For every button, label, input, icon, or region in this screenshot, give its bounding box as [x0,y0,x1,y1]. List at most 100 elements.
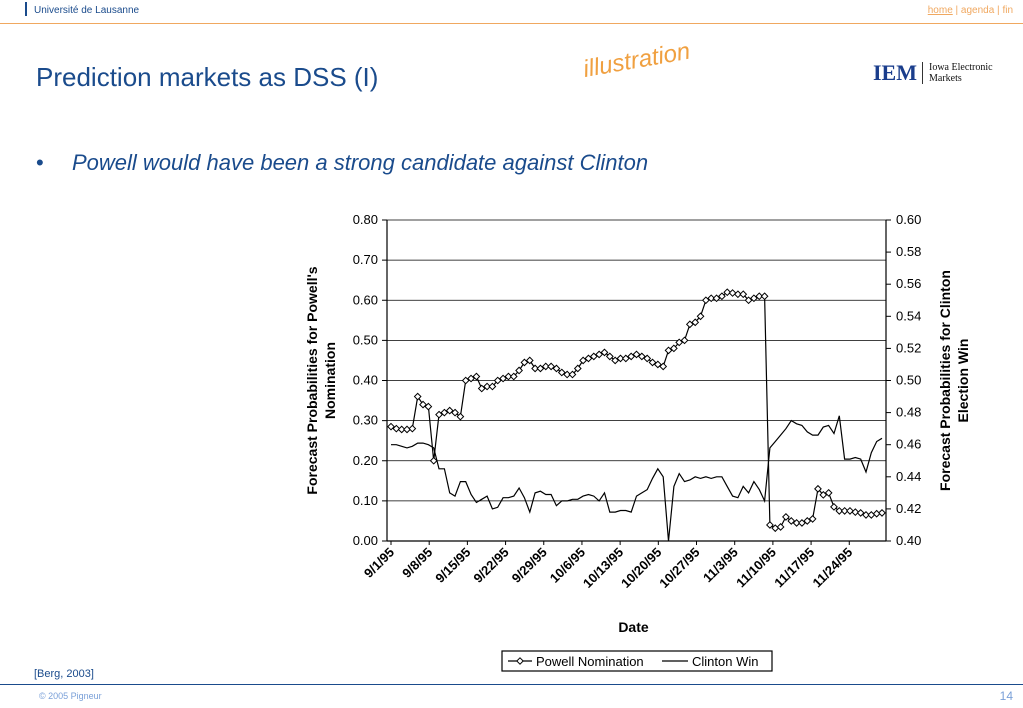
institution-name: Université de Lausanne [34,5,140,16]
data-point [728,289,737,297]
slide-title: Prediction markets as DSS (I) [36,62,379,92]
left-tick-label: 0.50 [353,332,378,347]
data-point [691,318,700,327]
left-tick-label: 0.20 [353,453,378,468]
data-point [509,372,518,381]
legend-label-clinton: Clinton Win [692,654,758,669]
x-tick-label: 11/10/95 [733,545,779,591]
data-point [760,292,769,301]
legend-marker-powell [516,657,524,665]
nav-home-link[interactable]: home [927,5,953,16]
data-point [547,362,556,371]
data-point [397,425,406,434]
right-tick-label: 0.42 [896,501,921,516]
left-tick-label: 0.60 [353,292,378,307]
left-tick-label: 0.40 [353,373,378,388]
right-tick-label: 0.44 [896,469,921,484]
logo-mark: IEM [873,60,917,85]
powell-nomination-line [390,291,883,529]
left-tick-label: 0.00 [353,533,378,548]
line-chart: 0.00 0.10 0.20 0.30 0.40 0.50 0.60 0.70 0.80 0.40… [304,212,971,672]
logo-line-2: Markets [929,73,962,84]
data-point [520,358,529,367]
data-point [627,352,636,361]
data-point [739,290,748,299]
data-point [621,354,630,363]
data-point [685,320,694,329]
legend-box [501,650,773,672]
data-point [467,374,475,383]
data-point [573,364,582,373]
data-point [840,506,849,515]
left-tick-label: 0.30 [353,413,378,428]
left-axis-title: Forecast Probabilities for Powell's [304,266,320,494]
right-tick-label: 0.50 [896,373,921,388]
left-tick-label: 0.10 [353,493,378,508]
data-point [862,511,870,519]
data-point [552,364,561,373]
left-tick-label: 0.70 [353,252,378,267]
data-point [504,372,513,381]
data-point [701,296,710,305]
right-tick-label: 0.60 [896,212,921,227]
data-point [851,508,860,517]
illustration-stamp: illustration [581,37,693,84]
iem-logo: IEM Iowa Electronic Markets [873,60,993,86]
data-point [696,312,705,321]
data-point [632,350,641,359]
data-point [451,408,459,417]
data-point [600,348,609,357]
x-tick-label: 9/8/95 [399,545,435,581]
data-point [563,370,572,379]
clinton-win-line [391,415,883,542]
data-point [557,368,566,377]
data-point [456,412,465,421]
x-tick-label: 10/20/95 [618,545,664,591]
data-point [733,290,742,299]
data-point [867,511,876,519]
data-point [643,354,652,363]
data-point [776,523,785,531]
x-tick-label: 11/24/95 [810,545,856,591]
nav-end-link[interactable]: fin [1002,5,1013,16]
nav-separator: | [994,5,1003,16]
data-point [584,354,593,363]
data-point [824,488,833,497]
data-point [595,350,604,359]
x-tick-label: 9/22/95 [470,545,511,586]
data-point [798,519,806,527]
page-number: 14 [999,689,1013,703]
data-point [835,506,844,515]
copyright: © 2005 Pigneur [39,691,102,701]
right-tick-label: 0.46 [896,437,921,452]
data-point [653,360,662,369]
data-point [611,356,620,365]
data-point [488,382,497,391]
data-point [429,456,438,465]
data-point [808,515,817,523]
data-point [766,521,774,529]
nav-agenda-link[interactable]: agenda [960,5,995,16]
data-point [669,344,678,353]
data-point [483,382,491,391]
data-point [536,364,545,373]
right-axis-title: Election Win [955,339,971,423]
citation: [Berg, 2003] [34,668,94,680]
data-point [541,362,550,371]
bullet-text: Powell would have been a strong candidat… [72,150,649,175]
data-point [525,356,534,365]
right-axis-title: Forecast Probabilities for Clinton [937,270,953,491]
bullet-marker: • [36,150,44,175]
data-point [637,352,646,361]
data-point [461,376,470,385]
header-marker [25,2,27,16]
data-point [472,372,481,381]
data-point [771,524,780,533]
data-point [392,424,401,433]
data-point [499,374,507,383]
data-point [707,294,716,303]
left-axis-title: Nomination [322,342,338,419]
data-point [712,294,721,303]
header-rule [0,23,1023,24]
right-tick-label: 0.56 [896,276,921,291]
